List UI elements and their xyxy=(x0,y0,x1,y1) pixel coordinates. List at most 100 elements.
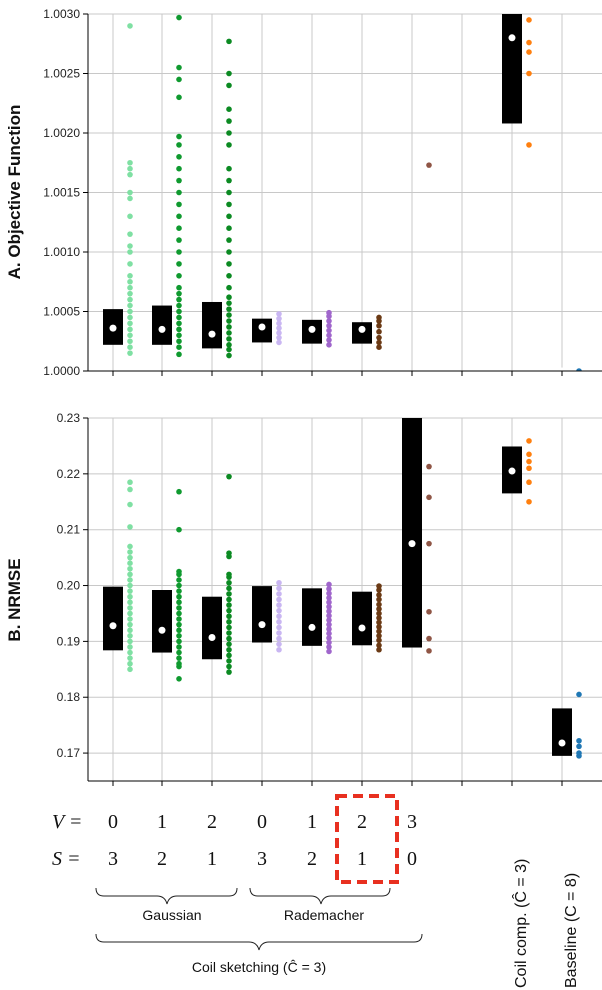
box-6 xyxy=(402,418,422,648)
box-2 xyxy=(202,301,222,349)
data-point xyxy=(176,344,182,351)
data-point xyxy=(376,606,382,612)
series-1 xyxy=(152,14,182,358)
data-point xyxy=(276,641,282,647)
data-point xyxy=(226,312,232,318)
data-point xyxy=(127,560,133,566)
data-point xyxy=(376,642,382,649)
data-point xyxy=(176,225,182,231)
median-dot-0 xyxy=(109,622,117,630)
data-point xyxy=(176,201,182,208)
v-value: 2 xyxy=(357,811,367,833)
data-point xyxy=(276,635,282,642)
data-point xyxy=(376,619,382,626)
data-point xyxy=(176,213,182,220)
data-point xyxy=(276,607,282,614)
data-point xyxy=(127,273,133,279)
data-point xyxy=(226,663,232,670)
data-point xyxy=(127,344,133,351)
panel-a-xtick-marks xyxy=(112,371,563,376)
x-axis-annotations: V = S = 0 1 2 0 1 2 3 3 2 1 3 2 1 0 Gaussian Rademac… xyxy=(52,794,580,988)
ytick-label: 1.0005 xyxy=(43,305,80,319)
data-point xyxy=(226,249,232,255)
data-point xyxy=(226,118,232,124)
v-value: 1 xyxy=(307,811,317,833)
data-point xyxy=(326,635,332,641)
baseline-label: Baseline (C = 8) xyxy=(563,873,580,988)
data-point xyxy=(226,571,232,578)
data-point xyxy=(426,608,432,615)
panel-b-ylabel: B. NRMSE xyxy=(5,558,24,641)
series-3 xyxy=(252,579,282,653)
data-point xyxy=(376,615,382,621)
median-dot-7 xyxy=(508,467,516,475)
data-point xyxy=(226,70,232,77)
s-value: 2 xyxy=(307,848,317,870)
data-point xyxy=(226,294,232,301)
data-point xyxy=(426,648,432,654)
ytick-label: 1.0025 xyxy=(43,67,80,81)
median-dot-3 xyxy=(258,621,266,629)
box-7 xyxy=(502,14,522,124)
data-point xyxy=(176,488,182,495)
data-point xyxy=(176,154,182,160)
data-point xyxy=(127,302,133,309)
data-point xyxy=(127,638,133,645)
data-point xyxy=(127,577,133,583)
data-point xyxy=(326,603,332,610)
data-point xyxy=(276,602,282,608)
data-point xyxy=(127,571,133,578)
data-point xyxy=(127,332,133,339)
data-point xyxy=(226,585,232,592)
data-point xyxy=(326,332,332,339)
data-point xyxy=(127,644,133,650)
data-point xyxy=(176,638,182,645)
data-point xyxy=(576,368,582,371)
panel-a-yticks: 1.0000 1.0005 1.0010 1.0015 1.0020 1.0025 1.00… xyxy=(43,7,88,378)
data-point xyxy=(127,655,133,661)
median-dot-5 xyxy=(358,325,366,333)
data-point xyxy=(226,237,232,243)
data-point xyxy=(176,320,182,327)
s-value: 1 xyxy=(207,848,217,870)
data-point xyxy=(276,320,282,327)
data-point xyxy=(176,582,182,589)
data-point xyxy=(226,38,232,45)
data-point xyxy=(226,624,232,631)
data-point xyxy=(276,334,282,341)
series-7 xyxy=(502,14,532,148)
ytick-label: 0.20 xyxy=(57,579,81,593)
data-point xyxy=(176,261,182,267)
data-point xyxy=(176,249,182,255)
data-point xyxy=(326,337,332,343)
data-point xyxy=(176,568,182,575)
panel-b-xtick-marks xyxy=(112,781,563,786)
ytick-label: 0.19 xyxy=(57,634,81,648)
rademacher-brace xyxy=(249,887,391,905)
data-point xyxy=(326,581,332,588)
data-point xyxy=(376,314,382,321)
group-rademacher-label: Rademacher xyxy=(284,907,364,923)
data-point xyxy=(127,479,133,486)
median-dot-8 xyxy=(558,739,566,747)
median-dot-6 xyxy=(408,540,416,548)
data-point xyxy=(376,583,382,589)
data-point xyxy=(127,314,133,321)
v-value: 3 xyxy=(407,811,417,833)
data-point xyxy=(576,691,582,698)
s-row-label: S = xyxy=(52,848,81,870)
s-values: 3 2 1 3 2 1 0 xyxy=(108,848,417,870)
data-point xyxy=(176,326,182,333)
series-1 xyxy=(152,488,182,682)
data-point xyxy=(226,82,232,89)
data-point xyxy=(526,498,532,505)
panel-a-marks xyxy=(103,14,582,371)
data-point xyxy=(326,639,332,646)
data-point xyxy=(376,637,382,644)
data-point xyxy=(576,743,582,750)
data-point xyxy=(276,325,282,331)
v-value: 1 xyxy=(157,811,167,833)
data-point xyxy=(376,344,382,351)
data-point xyxy=(226,318,232,324)
data-point xyxy=(426,162,432,168)
